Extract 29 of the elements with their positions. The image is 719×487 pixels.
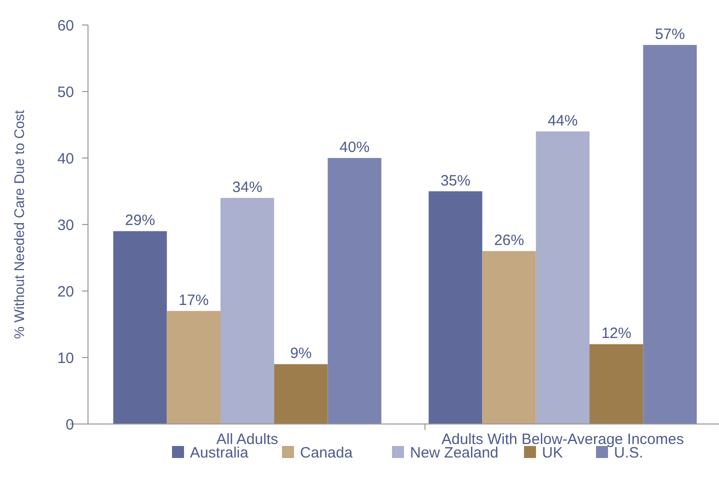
y-tick-label: 50 — [57, 84, 74, 101]
bar — [643, 44, 697, 424]
y-axis-title: % Without Needed Care Due to Cost — [11, 110, 27, 339]
data-label: 44% — [548, 112, 578, 130]
bar — [536, 131, 590, 424]
bar — [482, 251, 536, 424]
data-label: 12% — [601, 325, 632, 342]
data-label: 34% — [232, 178, 262, 196]
bar — [220, 198, 274, 424]
y-tick-label: 30 — [57, 216, 74, 234]
y-tick-label: 40 — [57, 150, 74, 168]
y-tick-label: 60 — [57, 17, 74, 34]
bar — [428, 191, 482, 424]
bar — [274, 364, 328, 424]
bar — [590, 344, 644, 424]
data-label: 17% — [178, 292, 209, 309]
data-label: 57% — [654, 26, 685, 43]
y-tick-label: 20 — [57, 283, 74, 300]
data-label: 29% — [125, 212, 156, 230]
legend-label: Canada — [300, 444, 354, 462]
y-tick-label: 0 — [66, 416, 74, 434]
data-label: 40% — [340, 139, 370, 156]
data-label: 26% — [494, 232, 524, 250]
bar — [166, 310, 220, 424]
y-tick-label: 10 — [57, 350, 74, 367]
bar — [328, 158, 382, 424]
data-label: 35% — [440, 172, 470, 190]
data-label: 9% — [290, 345, 312, 362]
bar — [113, 231, 167, 424]
